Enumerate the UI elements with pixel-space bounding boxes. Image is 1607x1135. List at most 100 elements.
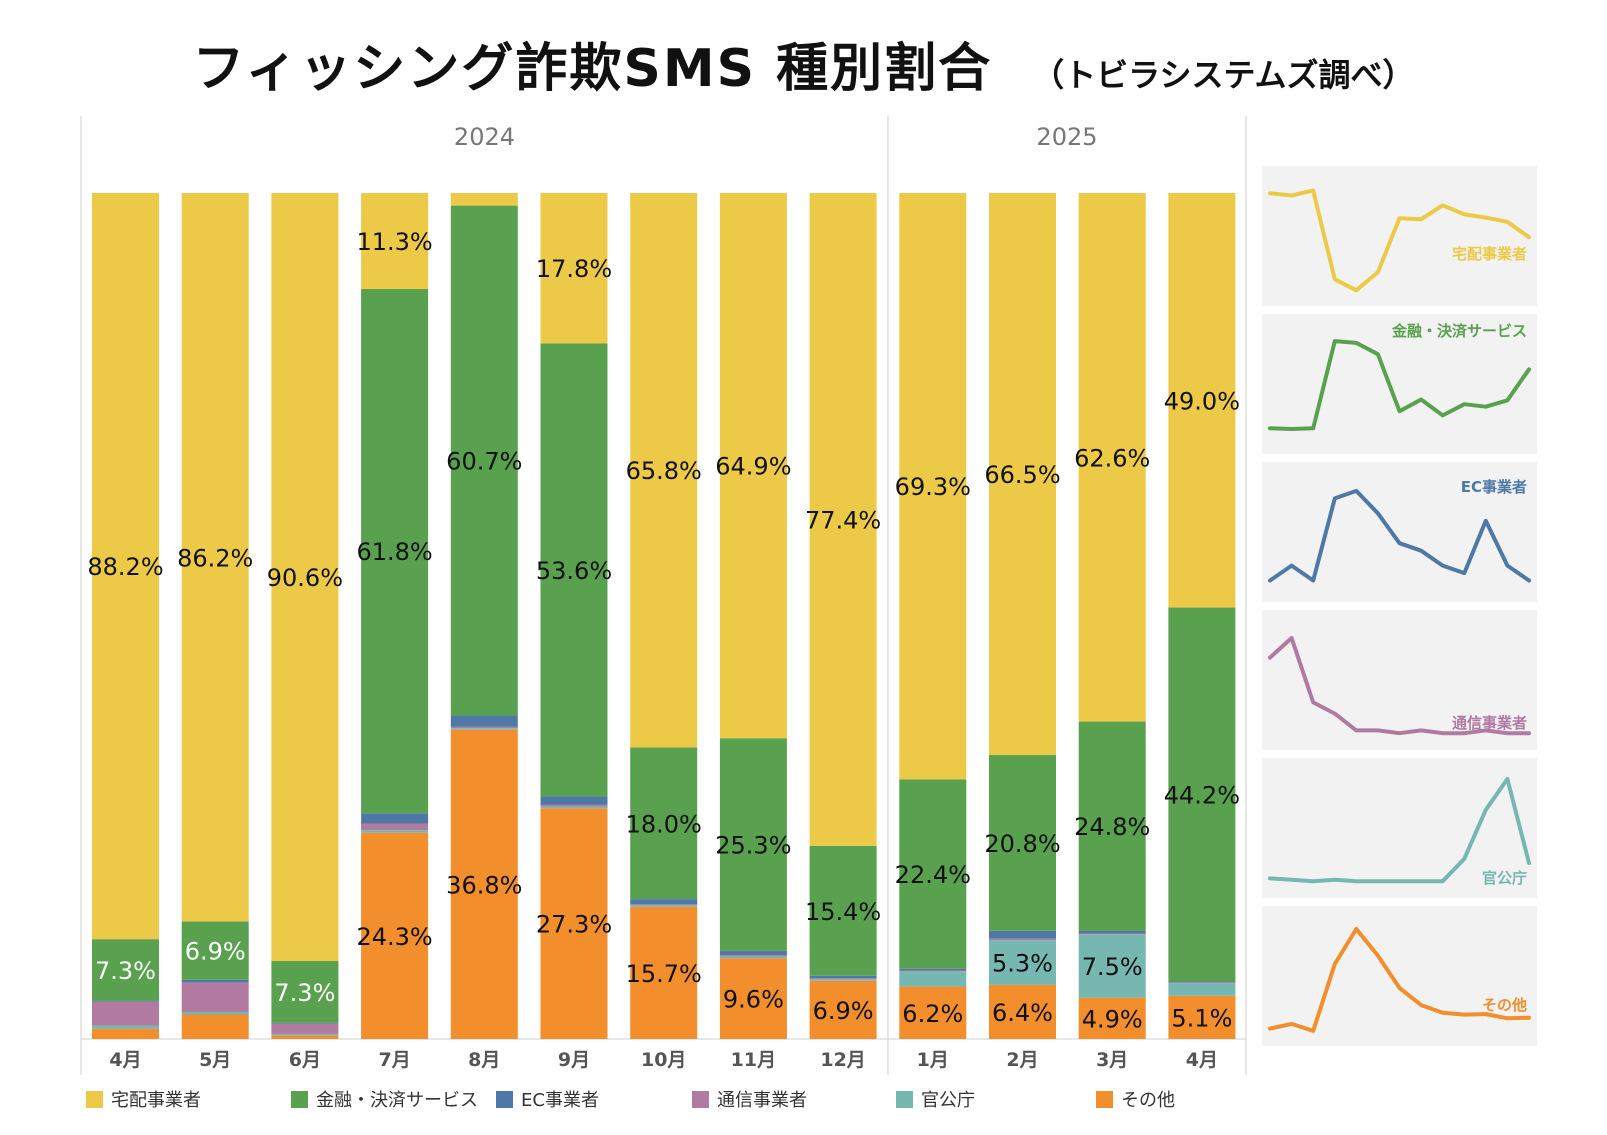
bar-segment [361,830,429,833]
chart-subtitle: （トビラシステムズ調べ） [1032,56,1415,94]
sparkline-line [1268,488,1531,583]
bar-segment [1168,982,1236,984]
month-label: 4月 [1186,1049,1218,1071]
data-label: 5.3% [992,950,1053,978]
bar-segment [1078,997,1146,1039]
sparkline-label: その他 [1482,996,1527,1014]
chart-title: フィッシング詐欺SMS 種別割合 [192,39,993,99]
data-label: 17.8% [536,255,612,283]
sparkline-label: 官公庁 [1482,869,1527,887]
bar-segment [361,193,429,289]
bar-segment [181,921,249,980]
year-label-2024: 2024 [454,123,515,151]
bar-segment [630,905,698,907]
bar-segment [719,956,787,959]
legend-swatch [291,1090,308,1108]
legend-swatch [1096,1090,1113,1108]
bar-segment [540,796,608,805]
data-label: 7.3% [95,957,156,985]
bar-segment [630,193,698,748]
bar-segment [899,970,967,972]
month-label: 11月 [731,1049,776,1071]
bar-segment [540,343,608,797]
bar-segment [540,808,608,1039]
legend-swatch [692,1090,709,1108]
bar-segment [1168,607,1236,982]
bar-segment [271,1022,339,1024]
bar-segment [809,193,877,846]
sparkline-panel [1262,758,1537,898]
data-label: 15.4% [805,898,881,926]
bar-segment [361,288,429,814]
bar-segment [1168,981,1236,983]
sparkline-line [1268,927,1531,1033]
data-label: 6.4% [992,999,1053,1027]
bar-segment [630,899,698,905]
sparkline-label: 通信事業者 [1452,714,1527,732]
month-label: 12月 [820,1049,865,1071]
data-label: 6.9% [185,938,246,966]
month-label: 8月 [468,1049,500,1071]
bar-segment [361,823,429,831]
bar-segment [1078,930,1146,934]
data-label: 90.6% [267,564,343,592]
title-bar: フィッシング詐欺SMS 種別割合 （トビラシステムズ調べ） [0,26,1607,101]
bar-segment [899,968,967,971]
bar-segment [809,978,877,980]
bar-segment [92,1028,159,1039]
legend-item: 金融・決済サービス [291,1086,478,1112]
bar-segment [1078,721,1146,931]
legend-label: 金融・決済サービス [316,1090,478,1111]
bar-segment [989,755,1056,931]
month-label: 7月 [378,1049,410,1071]
bar-segment [899,971,967,987]
data-label: 65.8% [626,457,702,485]
bar-segment [1168,983,1236,996]
bar-segment [1078,193,1146,722]
sparkline-line [1268,636,1531,736]
sparkline-label: 宅配事業者 [1452,245,1527,263]
legend-item: 通信事業者 [692,1086,807,1112]
legend-swatch [896,1090,913,1108]
sparkline-label: EC事業者 [1461,478,1527,496]
bar-segment [719,958,787,1039]
month-label: 5月 [199,1049,231,1071]
sparkline-panel [1262,166,1537,306]
sparkline-panel [1262,906,1537,1046]
data-label: 4.9% [1082,1005,1143,1033]
bar-segment [1168,995,1236,1039]
bar-segment [719,954,787,957]
data-label: 18.0% [626,810,702,838]
legend: 宅配事業者 金融・決済サービス EC事業者 通信事業者 官公庁 その他 [86,1086,1486,1116]
month-label: 9月 [558,1049,590,1071]
legend-swatch [496,1090,513,1108]
data-label: 7.3% [274,979,335,1007]
data-label: 53.6% [536,557,612,585]
data-label: 6.2% [902,1000,963,1028]
bar-segment [450,728,518,730]
bar-segment [92,1001,159,1026]
sparkline-panel [1262,610,1537,750]
data-label: 11.3% [356,228,432,256]
data-label: 77.4% [805,506,881,534]
bar-segment [809,975,877,979]
bar-segment [92,939,159,1001]
bar-segment [630,906,698,1039]
month-label: 4月 [109,1049,141,1071]
sparkline-panel [1262,314,1537,454]
bar-segment [92,1025,159,1029]
data-label: 62.6% [1074,444,1150,472]
bar-segment [181,1011,249,1015]
bar-segment [809,980,877,1039]
bar-segment [989,193,1056,756]
month-label: 3月 [1096,1049,1128,1071]
sparkline-line [1268,339,1531,431]
bar-segment [361,832,429,1039]
data-label: 36.8% [446,871,522,899]
data-label: 22.4% [895,861,971,889]
data-label: 25.3% [715,832,791,860]
data-label: 24.8% [1074,813,1150,841]
data-label: 44.2% [1164,782,1240,810]
bar-segment [92,193,159,940]
